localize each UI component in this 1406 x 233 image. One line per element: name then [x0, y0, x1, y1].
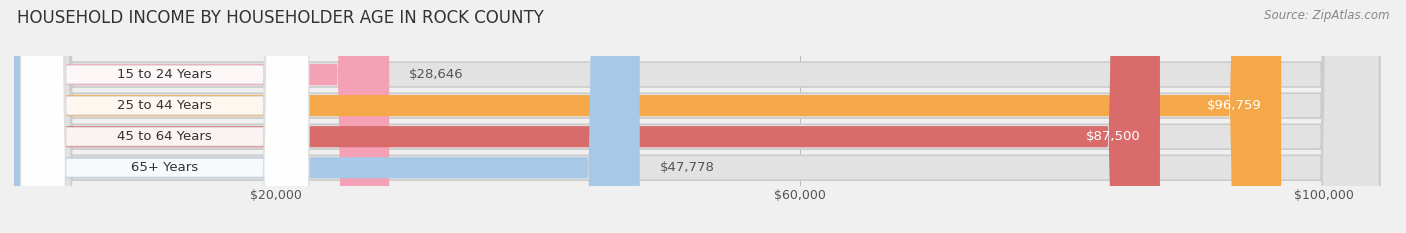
Text: $87,500: $87,500 — [1085, 130, 1140, 143]
FancyBboxPatch shape — [21, 0, 309, 233]
Text: 45 to 64 Years: 45 to 64 Years — [117, 130, 212, 143]
Text: $96,759: $96,759 — [1206, 99, 1261, 112]
FancyBboxPatch shape — [14, 0, 389, 233]
Text: 15 to 24 Years: 15 to 24 Years — [117, 68, 212, 81]
FancyBboxPatch shape — [21, 0, 309, 233]
Text: HOUSEHOLD INCOME BY HOUSEHOLDER AGE IN ROCK COUNTY: HOUSEHOLD INCOME BY HOUSEHOLDER AGE IN R… — [17, 9, 544, 27]
FancyBboxPatch shape — [14, 0, 1379, 233]
FancyBboxPatch shape — [14, 0, 640, 233]
Text: $47,778: $47,778 — [659, 161, 714, 174]
Text: 25 to 44 Years: 25 to 44 Years — [117, 99, 212, 112]
FancyBboxPatch shape — [14, 0, 1379, 233]
FancyBboxPatch shape — [21, 0, 309, 233]
Text: $28,646: $28,646 — [409, 68, 464, 81]
Text: Source: ZipAtlas.com: Source: ZipAtlas.com — [1264, 9, 1389, 22]
FancyBboxPatch shape — [21, 0, 309, 233]
Text: 65+ Years: 65+ Years — [131, 161, 198, 174]
FancyBboxPatch shape — [14, 0, 1379, 233]
FancyBboxPatch shape — [14, 0, 1160, 233]
FancyBboxPatch shape — [14, 0, 1281, 233]
FancyBboxPatch shape — [14, 0, 1379, 233]
